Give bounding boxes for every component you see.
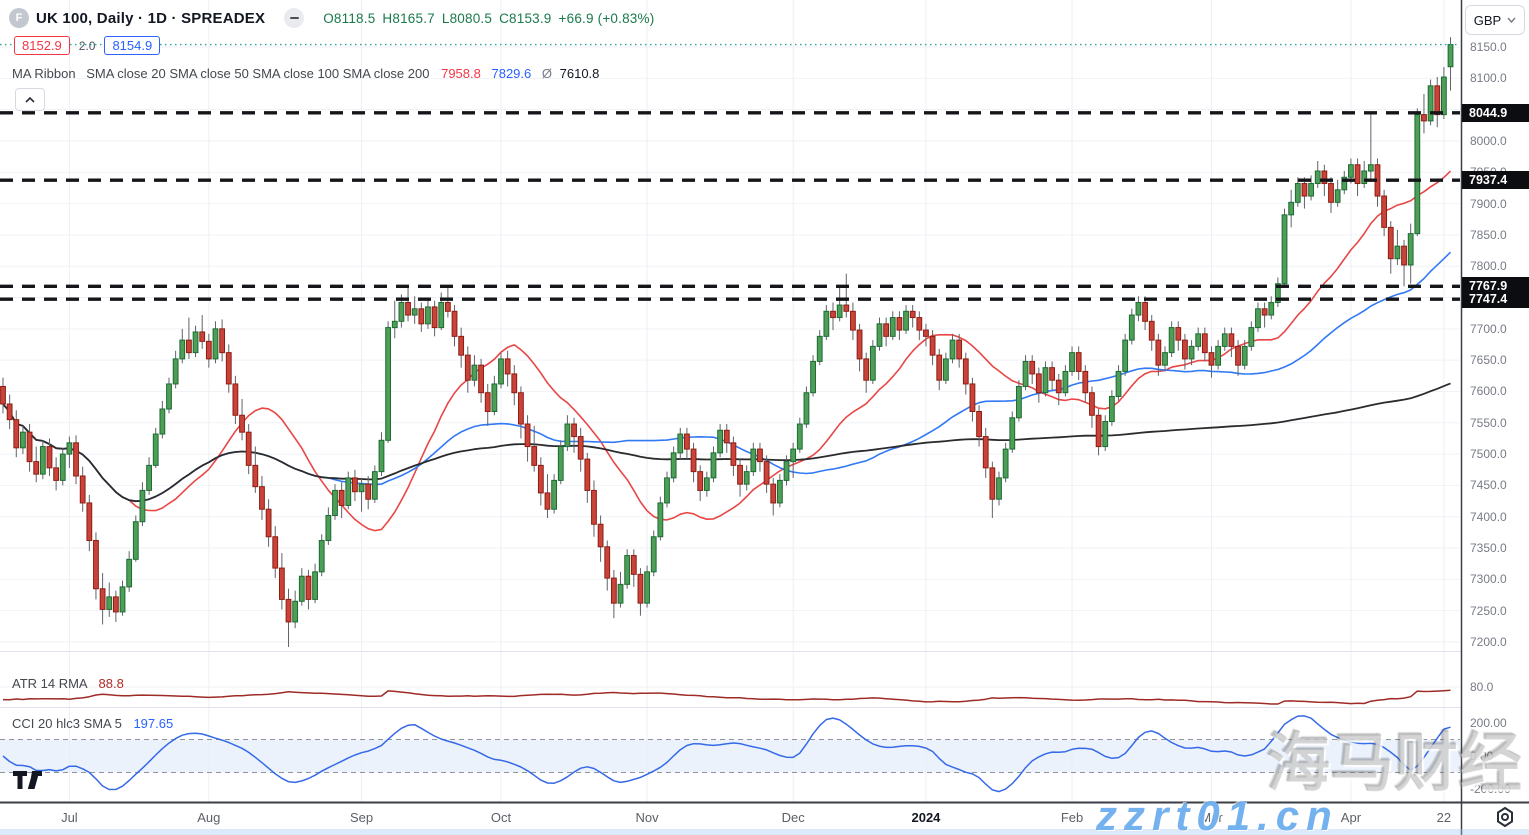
atr-tick-label: 80.0: [1470, 680, 1494, 694]
time-tick-label: 2024: [911, 810, 941, 825]
currency-label: GBP: [1473, 12, 1502, 28]
minus-icon: [289, 17, 299, 19]
bid-ask-row: 8152.9 2.0 8154.9: [14, 36, 161, 55]
open-value: O8118.5: [323, 10, 376, 26]
cci-legend[interactable]: CCI 20 hlc3 SMA 5 197.65: [12, 716, 173, 731]
cci-label: CCI 20 hlc3 SMA 5: [12, 716, 122, 731]
price-level-label: 8044.9: [1462, 103, 1529, 122]
price-tick-label: 7200.0: [1470, 634, 1507, 649]
price-tick-label: 8000.0: [1470, 133, 1507, 148]
tradingview-logo-icon: [13, 771, 42, 789]
low-value: L8080.5: [441, 10, 493, 26]
time-tick-label: Sep: [349, 810, 374, 825]
price-tick-label: 7300.0: [1470, 572, 1507, 587]
sma50-value: 7829.6: [491, 66, 532, 81]
price-tick-label: 7900.0: [1470, 196, 1507, 211]
symbol-legend[interactable]: F UK 100, Daily · 1D · SPREADEX O8118.5 H…: [9, 8, 661, 28]
chevron-down-icon: [1507, 17, 1516, 23]
ma-ribbon-label: MA Ribbon: [12, 66, 76, 81]
price-tick-label: 7500.0: [1470, 447, 1507, 462]
price-tick-label: 7400.0: [1470, 509, 1507, 524]
currency-dropdown[interactable]: GBP: [1465, 5, 1525, 35]
watermark-strip: [0, 829, 1529, 835]
high-value: H8165.7: [382, 10, 435, 26]
sma20-value: 7958.8: [441, 66, 481, 81]
change-value: +66.9 (+0.83%): [558, 10, 655, 26]
tradingview-logo[interactable]: [13, 771, 45, 795]
price-level-label: 7747.4: [1462, 290, 1529, 309]
spread-value: 2.0: [78, 38, 96, 53]
pane-collapse-button[interactable]: [15, 88, 45, 111]
price-tick-label: 8100.0: [1470, 71, 1507, 86]
atr-value: 88.8: [98, 676, 124, 691]
cci-tick-label: -200.00: [1470, 782, 1511, 796]
close-value: C8153.9: [499, 10, 552, 26]
time-tick-label: Mar: [1200, 810, 1223, 825]
price-tick-label: 7700.0: [1470, 321, 1507, 336]
ma-ribbon-legend[interactable]: MA Ribbon SMA close 20 SMA close 50 SMA …: [12, 66, 599, 81]
collapse-legend-button[interactable]: [284, 8, 305, 28]
time-tick-label: Dec: [781, 810, 805, 825]
atr-legend[interactable]: ATR 14 RMA 88.8: [12, 676, 124, 691]
time-tick-label: Jul: [61, 810, 78, 825]
ohlc-values: O8118.5 H8165.7 L8080.5 C8153.9 +66.9 (+0.83…: [323, 11, 661, 26]
time-tick-label: 22: [1436, 810, 1452, 825]
watermark-cjk: 海马财经: [1266, 727, 1522, 799]
gear-icon: [1497, 806, 1513, 828]
ma-ribbon-params: SMA close 20 SMA close 50 SMA close 100 …: [86, 66, 430, 81]
average-symbol: Ø: [541, 66, 552, 81]
average-value: 7610.8: [559, 66, 600, 81]
price-tick-label: 8150.0: [1470, 40, 1507, 54]
time-tick-label: Nov: [635, 810, 659, 825]
watermark-site: zzrt01.cn: [1096, 792, 1339, 835]
bid-price-button[interactable]: 8152.9: [14, 36, 70, 55]
price-level-label: 7937.4: [1462, 171, 1529, 190]
time-tick-label: Oct: [490, 810, 512, 825]
ask-price-button[interactable]: 8154.9: [104, 36, 161, 55]
cci-tick-label: 0.00: [1470, 749, 1494, 763]
price-tick-label: 7650.0: [1470, 353, 1507, 368]
cci-value: 197.65: [133, 716, 174, 731]
price-tick-label: 7800.0: [1470, 259, 1507, 274]
timezone-settings-button[interactable]: [1494, 806, 1516, 833]
time-tick-label: Aug: [197, 810, 221, 825]
chevron-up-icon: [25, 96, 35, 103]
symbol-logo: F: [9, 8, 29, 28]
price-tick-label: 7850.0: [1470, 227, 1507, 242]
time-tick-label: Feb: [1060, 810, 1084, 825]
price-tick-label: 7450.0: [1470, 478, 1507, 493]
price-tick-label: 7350.0: [1470, 541, 1507, 556]
price-tick-label: 7550.0: [1470, 415, 1507, 430]
symbol-title[interactable]: UK 100, Daily · 1D · SPREADEX: [36, 9, 266, 27]
cci-tick-label: 200.00: [1470, 716, 1507, 730]
time-tick-label: Apr: [1340, 810, 1362, 825]
price-tick-label: 7600.0: [1470, 384, 1507, 399]
atr-label: ATR 14 RMA: [12, 676, 87, 691]
price-tick-label: 7250.0: [1470, 603, 1507, 618]
